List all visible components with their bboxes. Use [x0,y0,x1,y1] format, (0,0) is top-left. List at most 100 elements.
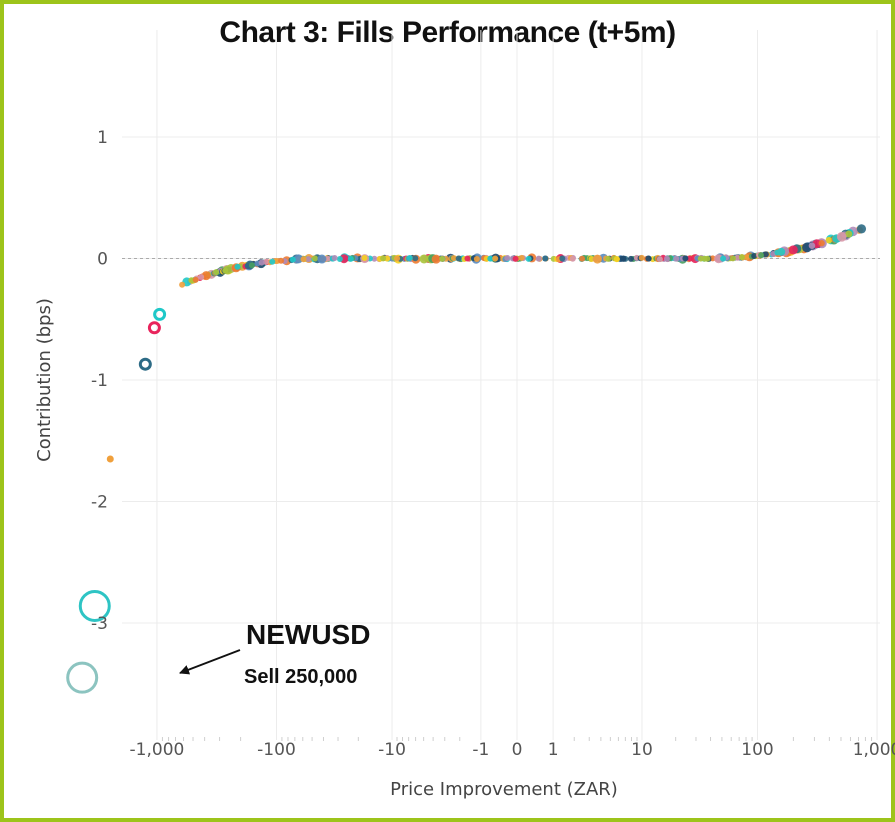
data-point [856,224,867,234]
data-point [223,265,233,275]
data-point [645,255,652,262]
data-point [788,245,798,255]
data-point [714,254,724,264]
data-point [487,255,494,262]
data-point [294,254,304,264]
data-point [492,255,499,262]
data-point [406,255,413,262]
annotation-title: NEWUSD [246,619,370,650]
chart-title: Chart 3: Fills Performance (t+5m) [219,16,676,49]
data-point [720,255,727,262]
data-point [535,255,542,262]
data-point [605,255,612,262]
data-point [638,254,645,261]
outlier-ring [78,589,111,622]
data-point [278,257,285,264]
data-point [663,255,670,262]
y-tick-label: -1 [91,371,108,391]
data-point [258,259,265,266]
data-point [777,247,786,256]
annotated-outlier-ring [66,661,99,694]
x-axis-label: Price Improvement (ZAR) [390,779,618,800]
x-tick-label: 1 [548,740,559,760]
data-point [419,254,429,264]
outlier-ring [138,357,152,371]
annotation-arrow [179,649,241,675]
data-point [525,255,532,262]
data-point [269,258,276,265]
data-point [179,281,186,288]
data-point [473,255,480,262]
data-point [592,254,602,264]
y-tick-label: 0 [97,250,108,270]
data-point [305,256,312,263]
x-tick-label: -1 [472,740,489,760]
data-point [336,256,343,263]
y-axis-label: Contribution (bps) [34,298,55,462]
data-point [289,256,296,263]
x-tick-label: -10 [378,740,406,760]
annotation: NEWUSD Sell 250,000 [179,619,370,688]
data-point [808,242,816,249]
data-point [464,255,471,262]
data-point [818,240,825,247]
x-tick-label: 1,000 [853,740,895,760]
gridlines [122,30,880,740]
outlier-point [106,455,114,463]
x-tick-label: -100 [257,740,296,760]
data-point [620,255,627,262]
data-point [450,255,457,262]
data-point [455,255,462,262]
data-point [504,254,511,261]
y-tick-label: -2 [91,493,108,513]
data-point [512,255,519,262]
x-tick-label: 0 [512,740,523,760]
data-point [762,251,769,258]
data-point [579,255,586,262]
data-point [192,276,199,283]
data-point [213,269,220,276]
data-point [734,254,741,261]
data-point [371,255,378,262]
data-point [380,255,387,262]
x-tick-label: 10 [631,740,653,760]
data-point [751,252,758,259]
y-tick-label: -3 [91,614,108,634]
data-point [613,256,620,263]
data-point [431,254,441,264]
data-point [361,255,368,262]
data-point [836,231,847,242]
data-point [682,255,689,262]
x-tick-label: -1,000 [130,740,185,760]
data-point [249,262,256,269]
data-point [394,255,401,262]
data-point [542,255,549,262]
data-point [300,256,307,263]
outlier-ring [147,321,161,335]
data-point [312,255,319,262]
data-point [412,255,419,262]
annotation-subtitle: Sell 250,000 [244,666,357,688]
data-point [673,255,680,262]
data-point [347,255,354,262]
data-point [244,262,251,269]
data-point [518,254,525,261]
y-tick-label: 1 [97,128,108,148]
data-point [758,252,765,259]
data-point [627,255,634,262]
data-point [656,256,663,263]
data-point [559,255,566,262]
data-point [825,236,833,244]
data-point [198,273,205,280]
data-point [701,255,708,262]
data-points [66,224,867,694]
data-point [729,255,736,262]
data-point [331,254,338,261]
data-point [234,263,241,270]
x-tick-label: 100 [741,740,773,760]
outlier-ring [153,307,167,321]
data-point [845,230,853,238]
data-point [439,255,446,262]
